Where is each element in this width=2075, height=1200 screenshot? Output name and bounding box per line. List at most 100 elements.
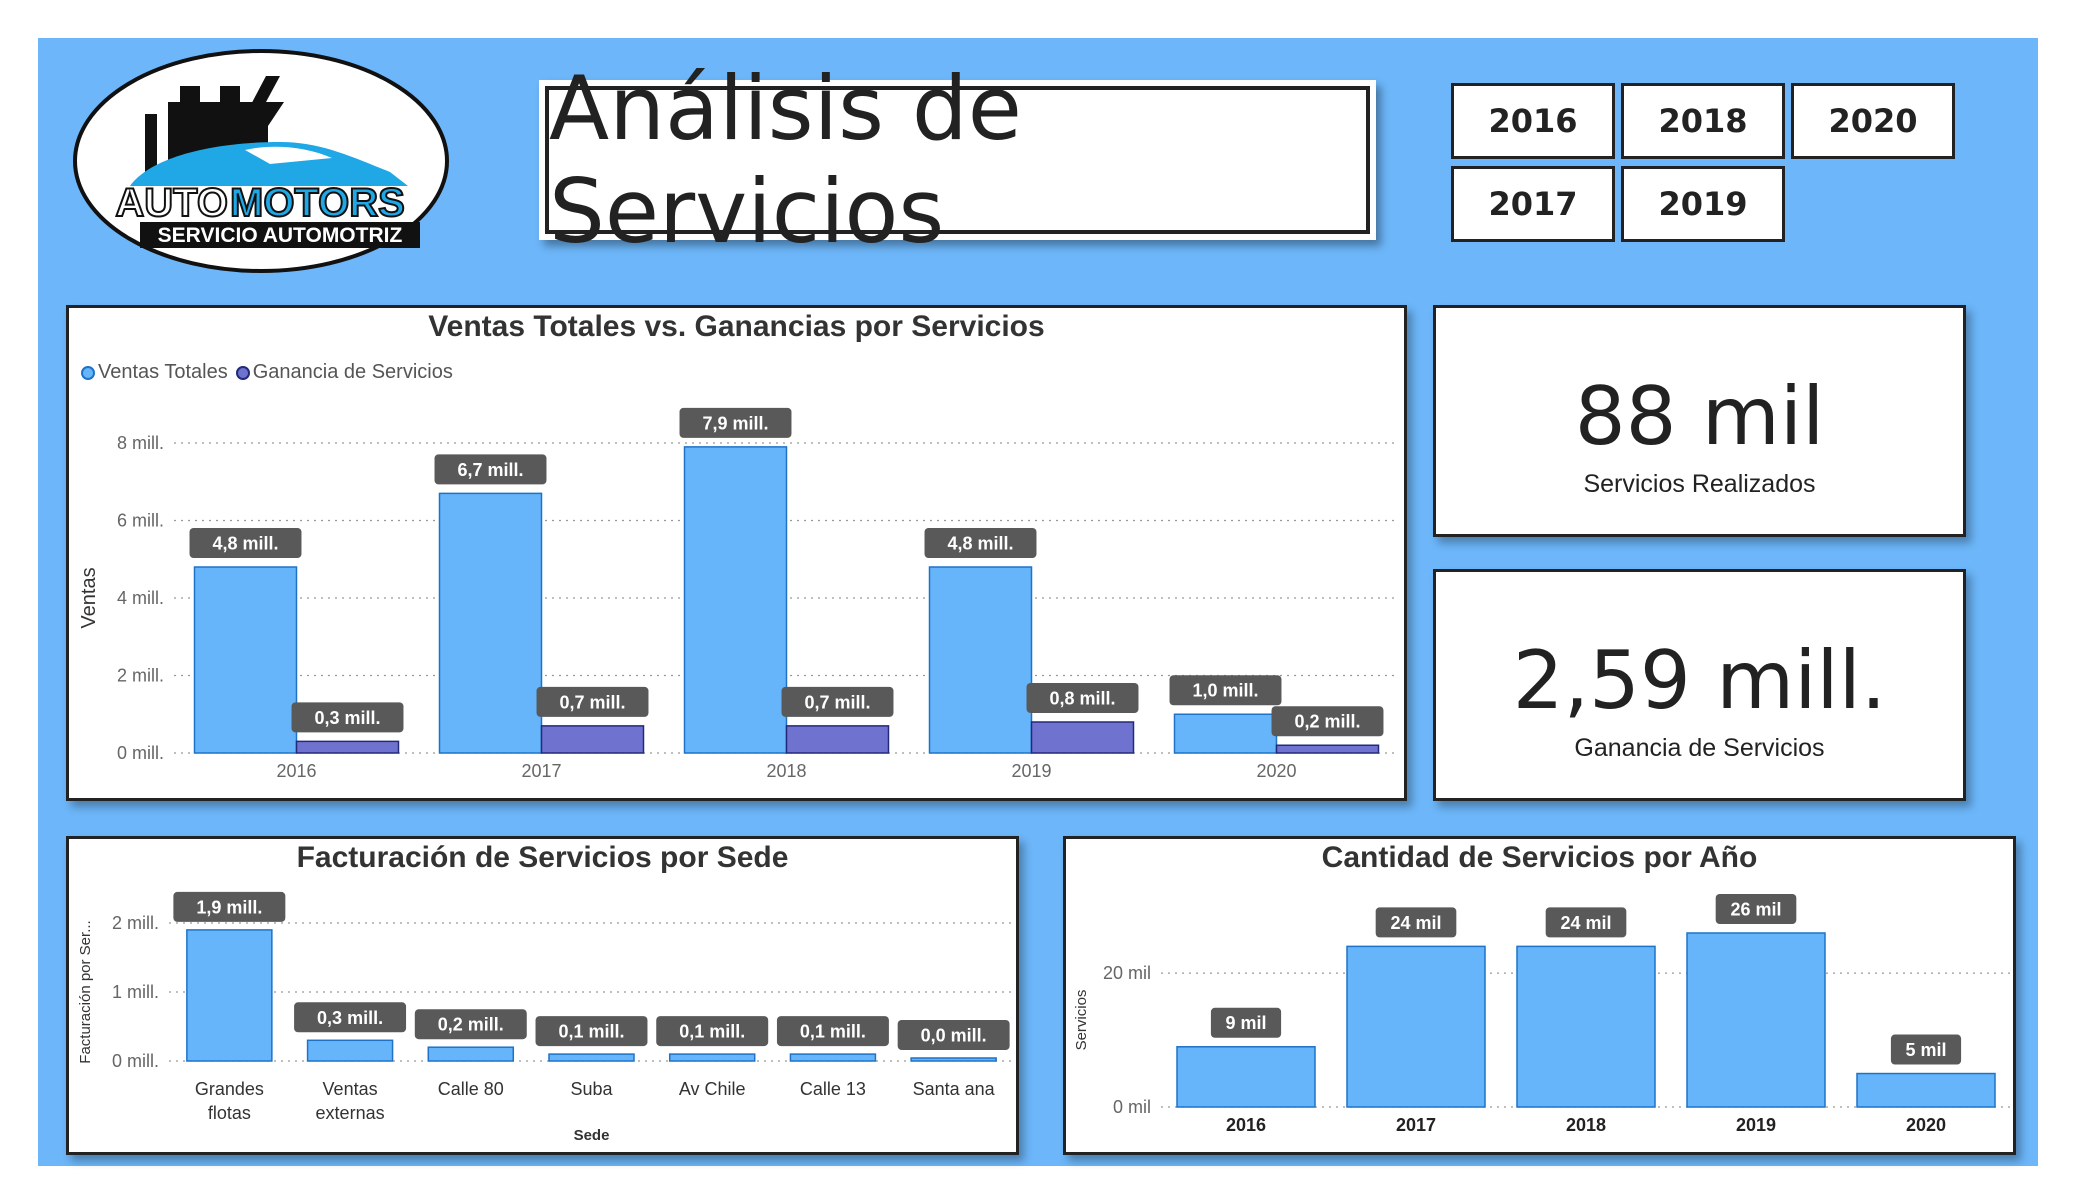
year-filter-2016[interactable]: 2016 bbox=[1451, 83, 1615, 159]
facturacion-sede-panel: Facturación de Servicios por Sede 0 mill… bbox=[66, 836, 1019, 1155]
chart1-ylabel: Ventas bbox=[78, 567, 100, 628]
chart1-data-label-ventas: 4,8 mill. bbox=[212, 533, 278, 553]
chart1-data-label-ventas-bg bbox=[924, 528, 1037, 558]
chart1-data-label-ganancia-bg bbox=[536, 686, 649, 717]
chart3-bar bbox=[1856, 1072, 1996, 1108]
chart1-legend: Ventas Totales Ganancia de Servicios bbox=[81, 361, 453, 384]
chart2-data-label-bg bbox=[173, 891, 286, 922]
chart2-data-label: 1,9 mill. bbox=[196, 897, 262, 917]
chart3-ytick-label: 0 mil bbox=[1113, 1097, 1151, 1117]
chart1-xtick-label: 2020 bbox=[1256, 761, 1296, 781]
chart1-bar-ventas bbox=[438, 492, 543, 754]
kpi-servicios-label: Servicios Realizados bbox=[1583, 470, 1816, 498]
chart1-bar-ventas bbox=[193, 566, 298, 754]
chart1-data-label-ganancia-bg bbox=[781, 686, 894, 717]
chart2-bar bbox=[668, 1053, 756, 1062]
page-title: Análisis de Servicios bbox=[549, 57, 1022, 263]
chart1-data-label-ganancia-bg bbox=[1026, 683, 1139, 713]
chart1-data-label-ganancia: 0,7 mill. bbox=[559, 692, 625, 712]
chart2-xtick-label: Grandes bbox=[195, 1079, 264, 1099]
chart2-ytick-label: 2 mill. bbox=[112, 913, 159, 933]
chart3-data-label: 24 mil bbox=[1390, 913, 1441, 933]
logo-subtitle: SERVICIO AUTOMOTRIZ bbox=[158, 224, 403, 247]
chart1-data-label-ganancia: 0,8 mill. bbox=[1049, 688, 1115, 708]
chart3-data-label: 24 mil bbox=[1560, 913, 1611, 933]
chart2-data-label: 0,1 mill. bbox=[800, 1022, 866, 1042]
chart2-xtick-label: Calle 13 bbox=[800, 1079, 866, 1099]
automotors-logo: AUTO MOTORS SERVICIO AUTOMOTRIZ bbox=[73, 49, 449, 273]
chart2-data-label-bg bbox=[776, 1016, 889, 1047]
chart1-data-label-ganancia-bg bbox=[291, 702, 404, 733]
chart1-ytick-label: 4 mill. bbox=[117, 588, 164, 608]
chart2-data-label: 0,1 mill. bbox=[679, 1022, 745, 1042]
chart2-xtick-label: Santa ana bbox=[913, 1079, 996, 1099]
year-filter-2017[interactable]: 2017 bbox=[1451, 166, 1615, 242]
chart1-bar-ventas bbox=[928, 566, 1033, 754]
chart2-bar bbox=[306, 1039, 394, 1062]
chart2-xtick-label: Suba bbox=[570, 1079, 613, 1099]
year-filter-2020[interactable]: 2020 bbox=[1791, 83, 1955, 159]
chart3-data-label: 26 mil bbox=[1730, 899, 1781, 919]
legend-ganancia-servicios[interactable]: Ganancia de Servicios bbox=[235, 361, 453, 384]
chart3-ytick-label: 20 mil bbox=[1103, 963, 1151, 983]
chart2-ytick-label: 1 mill. bbox=[112, 982, 159, 1002]
chart1-ytick-label: 0 mill. bbox=[117, 743, 164, 763]
chart1-ytick-label: 8 mill. bbox=[117, 433, 164, 453]
chart3-data-label-bg bbox=[1545, 907, 1627, 938]
chart1-data-label-ventas-bg bbox=[434, 454, 547, 485]
chart1-bar-ganancia bbox=[785, 725, 890, 754]
chart2-data-label-bg bbox=[656, 1016, 769, 1047]
chart3-bar bbox=[1176, 1046, 1316, 1108]
chart2-title: Facturación de Servicios por Sede bbox=[296, 841, 789, 874]
year-filter-2018[interactable]: 2018 bbox=[1621, 83, 1785, 159]
logo-text-auto: AUTO bbox=[115, 181, 228, 225]
chart3-data-label-bg bbox=[1715, 894, 1797, 924]
chart2-bar bbox=[789, 1053, 877, 1062]
chart3-xtick-label: 2018 bbox=[1566, 1115, 1606, 1135]
chart1-data-label-ganancia: 0,7 mill. bbox=[804, 692, 870, 712]
chart1-data-label-ganancia: 0,3 mill. bbox=[314, 708, 380, 728]
legend-label-ganancia: Ganancia de Servicios bbox=[252, 361, 453, 383]
legend-dot-ganancia bbox=[235, 365, 250, 380]
chart1-data-label-ventas-bg bbox=[679, 407, 792, 438]
chart3-data-label-bg bbox=[1210, 1007, 1282, 1038]
chart2-xlabel: Sede bbox=[574, 1127, 610, 1144]
chart2-xtick-label: flotas bbox=[208, 1103, 251, 1123]
chart3-bar bbox=[1346, 945, 1486, 1108]
chart1-bar-ventas bbox=[1173, 713, 1278, 754]
chart2-data-label: 0,2 mill. bbox=[438, 1015, 504, 1035]
chart1-xtick-label: 2017 bbox=[521, 761, 561, 781]
legend-ventas-totales[interactable]: Ventas Totales bbox=[81, 361, 228, 384]
chart3-xtick-label: 2016 bbox=[1226, 1115, 1266, 1135]
chart1-data-label-ventas: 4,8 mill. bbox=[947, 533, 1013, 553]
chart3-xtick-label: 2017 bbox=[1396, 1115, 1436, 1135]
chart1-bar-ganancia bbox=[1030, 721, 1135, 754]
chart2-bar bbox=[186, 929, 273, 1062]
chart2-data-label: 0,1 mill. bbox=[558, 1022, 624, 1042]
chart1-data-label-ganancia: 0,2 mill. bbox=[1294, 712, 1360, 732]
chart2-ylabel: Facturación por Ser... bbox=[77, 920, 94, 1063]
chart3-xtick-label: 2019 bbox=[1736, 1115, 1776, 1135]
chart2-xtick-label: Ventas bbox=[323, 1079, 378, 1099]
kpi-ganancia-label: Ganancia de Servicios bbox=[1574, 734, 1825, 762]
chart3-xtick-label: 2020 bbox=[1906, 1115, 1946, 1135]
chart1-data-label-ganancia-bg bbox=[1271, 706, 1384, 737]
chart2-xtick-label: Calle 80 bbox=[438, 1079, 504, 1099]
chart1-xtick-label: 2018 bbox=[766, 761, 806, 781]
lightning-icon bbox=[246, 76, 284, 150]
chart1-data-label-ventas: 1,0 mill. bbox=[1192, 681, 1258, 701]
kpi-ganancia-value: 2,59 mill. bbox=[1512, 634, 1887, 727]
chart1-svg: 0 mill. 2 mill. 4 mill. 6 mill. 8 mill. Venta… bbox=[78, 407, 1399, 781]
ventas-vs-ganancias-panel: Ventas Totales vs. Ganancias por Servici… bbox=[66, 305, 1407, 801]
chart3-svg: 0 mil 20 mil Servicios 9 mil 2016 24 mil 2017 2… bbox=[1073, 894, 2011, 1135]
chart1-data-label-ventas: 7,9 mill. bbox=[702, 413, 768, 433]
chart1-bar-ganancia bbox=[295, 740, 400, 754]
chart2-data-label-bg bbox=[535, 1016, 648, 1047]
chart2-xtick-label: externas bbox=[316, 1103, 385, 1123]
chart2-svg: 0 mill. 1 mill. 2 mill. Facturación por Ser… bbox=[77, 891, 1014, 1144]
year-filter-2019[interactable]: 2019 bbox=[1621, 166, 1785, 242]
chart1-bar-ganancia bbox=[1275, 744, 1380, 754]
cantidad-servicios-panel: Cantidad de Servicios por Año 0 mil 20 mi… bbox=[1063, 836, 2016, 1155]
logo-text-motors: MOTORS bbox=[230, 181, 405, 225]
chart3-data-label: 5 mil bbox=[1905, 1040, 1946, 1060]
